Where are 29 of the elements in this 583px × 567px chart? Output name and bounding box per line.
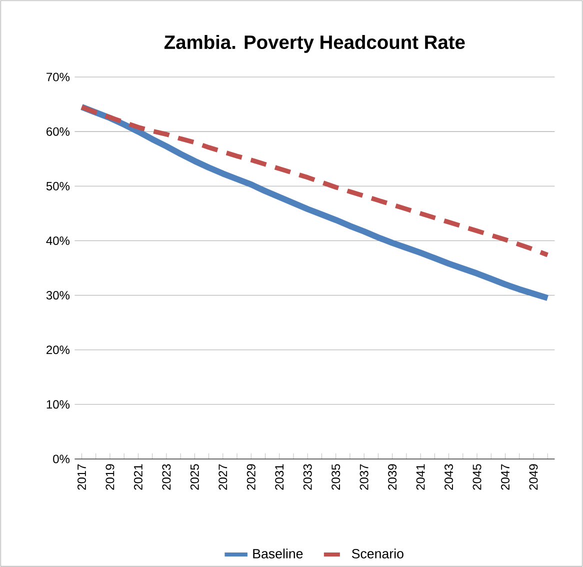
x-tick-label: 2021 — [134, 464, 142, 490]
x-tick-label: 2019 — [106, 464, 114, 490]
y-tick-label: 30% — [46, 291, 70, 300]
y-tick-label: 70% — [46, 72, 70, 82]
x-tick-label: 2025 — [190, 464, 199, 490]
x-tick-label: 2043 — [444, 464, 454, 490]
x-tick-label: 2047 — [501, 464, 510, 490]
line-series — [79, 104, 550, 258]
y-tick-label: 50% — [46, 182, 70, 190]
x-tick-label: 2017 — [77, 464, 86, 490]
legend-label: Scenario — [352, 548, 404, 558]
legend-label: Baseline — [253, 548, 303, 558]
y-tick-label: 40% — [46, 236, 70, 245]
x-tick-label: 2031 — [275, 464, 284, 490]
x-tick-label: 2033 — [303, 464, 312, 490]
x-tick-label: 2037 — [360, 464, 368, 490]
x-tick-label: 2041 — [416, 464, 425, 490]
x-tick-label: 2029 — [246, 464, 256, 490]
x-tick-label: 2035 — [332, 464, 340, 490]
x-tick-label: 2049 — [529, 464, 538, 490]
y-tick-label: 60% — [46, 127, 70, 136]
x-tick-label: 2039 — [388, 464, 397, 490]
chart-title: Zambia. Poverty Headcount Rate — [164, 34, 465, 53]
x-tick-label: 2027 — [218, 464, 228, 490]
y-tick-label: 0% — [53, 454, 70, 464]
x-tick-label: 2023 — [162, 464, 171, 490]
y-tick-label: 10% — [46, 400, 70, 409]
x-tick-label: 2045 — [472, 464, 482, 490]
y-tick-label: 20% — [46, 346, 70, 354]
